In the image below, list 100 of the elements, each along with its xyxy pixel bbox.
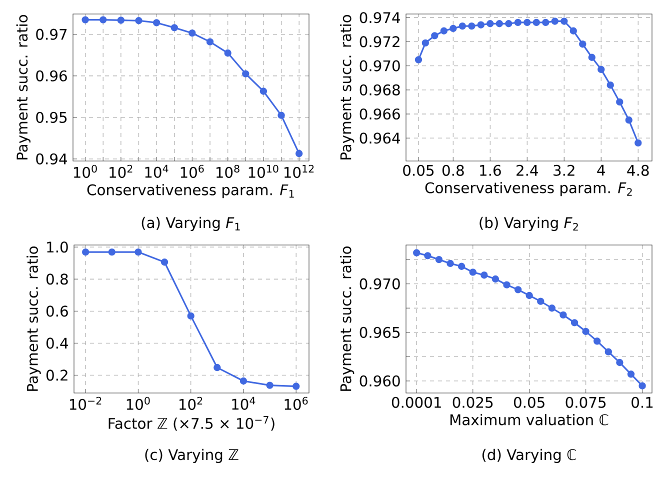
point [278,112,285,119]
text: (a) Varying F$_{1}$ [142,216,240,232]
x-tick-label: 10$^{10}$ [248,164,278,178]
x-tick-label: 10$^{2}$ [110,164,132,178]
point [579,40,586,48]
point [486,20,494,28]
x-tick-label: 10$^{12}$ [284,164,314,178]
x-tick-label: 10$^{6}$ [180,164,204,178]
text: (d) Varying ℂ [482,448,576,464]
point [82,16,89,24]
point [260,88,268,95]
x-tick-label: 4.8 [627,164,649,176]
point [224,49,232,57]
x-tick-label: 0.8 [442,164,464,176]
point [551,18,558,25]
x-tick-label: 10$^{8}$ [216,164,240,178]
point [582,328,590,336]
point [424,252,432,260]
point [187,312,194,320]
point [160,258,168,266]
point [548,304,556,312]
point [570,27,577,34]
point [458,262,466,270]
x-tick-label: 0.1 [632,396,653,408]
point [242,70,250,78]
x-tick-label: 0.05 [514,396,544,408]
point [188,29,196,37]
point [468,22,476,30]
point [514,18,522,26]
y-tick-label: 0.94 [36,153,68,164]
y-tick-label: 0.970 [360,60,400,72]
point [480,272,488,279]
text: (c) Varying ℤ [145,448,238,464]
x-axis-title: Factor ℤ (×7.5 × 10$^{−7}$) [108,416,274,431]
x-tick-label: 10$^{0}$ [74,164,97,178]
point [170,24,178,32]
x-tick-label: 0.075 [566,396,606,408]
point [295,150,303,158]
y-tick-label: 0.97 [36,28,67,40]
point [492,275,500,283]
y-tick-label: 0.96 [36,70,67,82]
point [469,268,476,276]
x-axis-title: Conservativeness param. F$_{1}$ [87,184,294,198]
point [638,382,646,390]
x-tick-label: 10$^{6}$ [284,396,308,410]
y-tick-label: 0.960 [360,375,400,387]
y-tick-label: 1.0 [47,242,68,253]
x-tick-label: 10$^{4}$ [232,396,256,410]
point [588,54,596,61]
x-tick-label: 10$^{−2}$ [70,396,102,410]
point [634,139,642,147]
point [625,116,632,124]
point [440,27,448,34]
point [598,66,605,74]
point [108,248,116,256]
y-tick-label: 0.95 [36,112,67,123]
point [266,382,274,389]
y-tick-label: 0.968 [360,84,400,96]
x-tick-label: 1.6 [480,164,501,176]
point [526,292,533,300]
y-tick-label: 0.964 [360,132,400,144]
point [537,298,544,305]
point [560,311,567,319]
text: (b) Varying F$_{2}$ [480,216,578,232]
x-tick-label: 0.05 [403,164,434,176]
point [570,319,578,326]
y-tick-label: 0.4 [46,338,68,349]
point [616,358,624,366]
y-axis-title: Payment succ. ratio [26,246,41,391]
point [206,38,214,46]
y-tick-label: 0.970 [360,278,400,290]
y-tick-label: 0.974 [360,12,400,24]
y-tick-label: 0.8 [46,274,68,285]
x-tick-label: 0.025 [452,396,493,408]
point [458,22,466,30]
point [414,56,422,64]
x-tick-label: 10$^{4}$ [145,164,168,178]
point [477,21,485,28]
point [431,32,438,40]
point [413,249,420,256]
x-axis-title: Conservativeness param. F$_{2}$ [425,182,632,196]
point [606,81,614,89]
point [152,19,160,26]
y-axis-title: Payment succ. ratio [340,14,354,160]
point [100,16,107,24]
point [134,248,142,256]
y-tick-label: 0.966 [360,108,400,120]
point [594,338,601,345]
point [627,370,635,378]
y-tick-label: 0.965 [360,326,400,338]
point [532,18,540,26]
x-tick-label: 4 [597,164,605,176]
point [542,18,550,26]
y-tick-label: 0.2 [46,370,68,381]
point [503,281,510,288]
x-tick-label: 3.2 [554,164,574,176]
point [82,248,90,256]
point [422,39,430,47]
point [514,286,522,294]
point [214,364,221,372]
